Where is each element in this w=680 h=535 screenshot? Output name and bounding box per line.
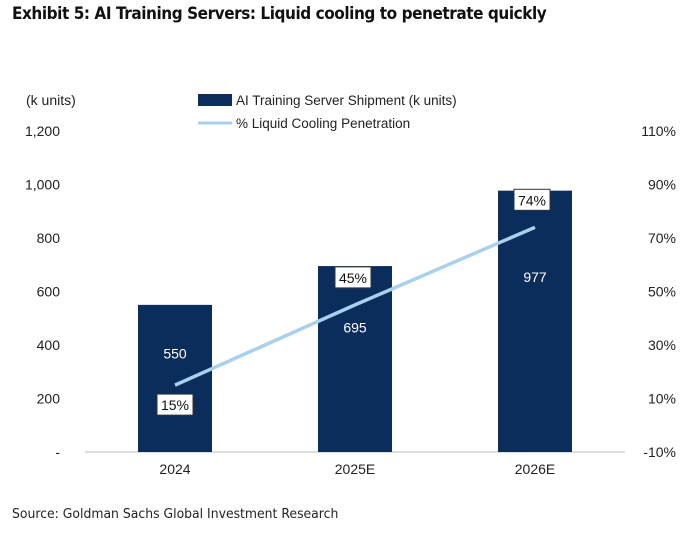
bar-value-label: 550 xyxy=(163,345,187,361)
y-right-tick-label: 90% xyxy=(648,177,676,193)
bar xyxy=(138,304,212,452)
legend-line-label: % Liquid Cooling Penetration xyxy=(236,116,410,131)
y-left-tick-label: 400 xyxy=(37,337,61,353)
x-tick-label: 2025E xyxy=(335,461,375,477)
penetration-label: 74% xyxy=(518,192,546,208)
y-left-tick-label: 1,000 xyxy=(25,177,60,193)
y-right-tick-label: 110% xyxy=(641,123,676,139)
y-left-tick-label: - xyxy=(55,444,60,460)
bars xyxy=(138,190,572,452)
y-left-tick-label: 600 xyxy=(37,284,61,300)
y-left-tick-label: 800 xyxy=(37,230,61,246)
bar xyxy=(498,190,572,452)
y-right-tick-label: 10% xyxy=(648,391,676,407)
penetration-label-box xyxy=(334,266,372,289)
penetration-label-box xyxy=(156,393,194,416)
y-right-tick-label: -10% xyxy=(643,444,676,460)
penetration-line xyxy=(174,225,536,387)
bar xyxy=(318,266,392,452)
penetration-label: 15% xyxy=(161,397,189,413)
y-right-tick-label: 50% xyxy=(648,284,676,300)
y-left-tick-label: 200 xyxy=(37,391,61,407)
x-ticks: 2024 2025E 2026E xyxy=(159,461,555,477)
penetration-label-box xyxy=(513,188,551,211)
penetration-label: 45% xyxy=(339,270,367,286)
legend-bar-swatch xyxy=(198,94,232,106)
y-left-tick-label: 1,200 xyxy=(25,123,60,139)
y-left-axis-label: (k units) xyxy=(26,92,76,108)
bar-value-label: 695 xyxy=(343,319,367,335)
x-tick-label: 2024 xyxy=(159,461,190,477)
y-right-tick-label: 30% xyxy=(648,337,676,353)
x-tick-label: 2026E xyxy=(515,461,555,477)
legend: AI Training Server Shipment (k units) % … xyxy=(198,93,457,131)
chart-title: Exhibit 5: AI Training Servers: Liquid c… xyxy=(12,4,547,24)
penetration-labels: 15% 45% 74% xyxy=(156,188,551,416)
source-note: Source: Goldman Sachs Global Investment … xyxy=(12,506,339,522)
y-right-tick-label: 70% xyxy=(648,230,676,246)
y-left-ticks: - 200 400 600 800 1,000 1,200 xyxy=(25,123,60,460)
y-right-ticks: -10% 10% 30% 50% 70% 90% 110% xyxy=(641,123,676,460)
bar-value-labels: 550 695 977 xyxy=(163,269,547,362)
bar-value-label: 977 xyxy=(523,269,547,285)
legend-bar-label: AI Training Server Shipment (k units) xyxy=(236,93,457,108)
